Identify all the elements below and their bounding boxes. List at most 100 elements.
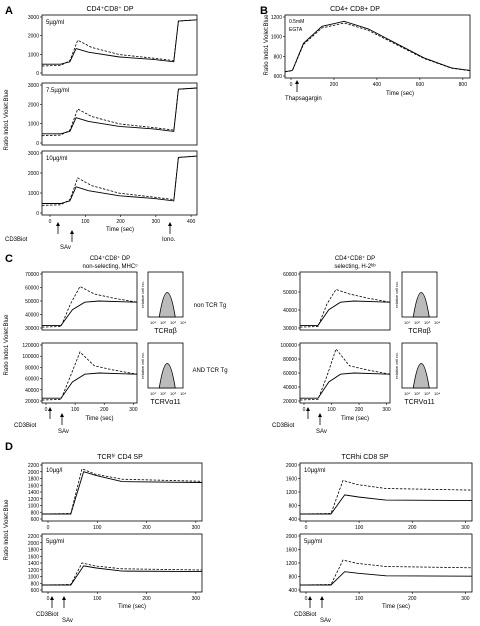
panel-C-ytick-label: 100000 (280, 343, 297, 349)
panel-B-ytick-label: 1200 (271, 15, 282, 21)
panel-C-xtick-label: 100 (327, 407, 336, 413)
panel-B-legend-2: EGTA (289, 27, 303, 33)
panel-C-sav: SAv (316, 429, 327, 435)
panel-C-sav: SAv (58, 429, 69, 435)
panel-B-title: CD4+ CD8+ DP (330, 6, 380, 13)
panel-C-left-title2: non-selecting, MHCᵒ (83, 264, 139, 270)
panel-C-dashed-curve (299, 348, 391, 401)
panel-C-histogram-peak (412, 363, 430, 389)
panel-C-histo-xtick: 10³ (424, 391, 430, 396)
panel-D-plot-2 (41, 533, 203, 593)
panel-D-sav: SAv (320, 618, 331, 624)
panel-D-dashed-curve (41, 562, 203, 586)
panel-A-ytick-label: 3000 (28, 83, 39, 89)
panel-A-xlabel: Time (sec) (106, 227, 134, 233)
panel-D-ytick-label: 1600 (286, 477, 297, 483)
panel-D-ytick-label: 1800 (28, 477, 39, 483)
panel-A-ylabel: Ratio Indo1 Violet:Blue (4, 89, 10, 151)
panel-C-ytick-label: 80000 (283, 357, 297, 363)
panel-D-ytick-label: 2200 (28, 534, 39, 540)
panel-D-xtick-label: 0 (305, 596, 308, 602)
panel-B-ytick-label: 1000 (271, 35, 282, 41)
panel-D-ytick-label: 1400 (28, 490, 39, 496)
panel-C-ytick-label: 50000 (283, 290, 297, 296)
panel-A-ytick-label: 3000 (28, 151, 39, 157)
panel-C-line-plot-2 (41, 342, 138, 404)
panel-C-solid-curve (300, 300, 391, 326)
panel-D-ytick-label: 600 (31, 517, 40, 523)
panel-C-ytick-label: 60000 (25, 286, 39, 292)
panel-A-ytick-label: 2000 (28, 102, 39, 108)
panel-C-ylabel: Ratio Indo1 Violet:Blue (4, 314, 10, 376)
panel-C-solid-curve (42, 300, 138, 326)
panel-C-left-title1: CD4⁺CD8⁺ DP (90, 255, 130, 262)
panel-A-conc: 10µg/ml (46, 156, 67, 162)
panel-A-ytick-label: 0 (36, 211, 39, 217)
panel-B-xtick-label: 400 (373, 82, 382, 88)
panel-D-sav-arrow-head (320, 596, 324, 600)
panel-D-left-title: TCRʰⁱ CD4 SP (97, 453, 143, 461)
panel-A-iono-arrow-head (168, 222, 172, 226)
panel-B-ytick-label: 800 (274, 54, 283, 60)
panel-C-histo-xtick: 10¹ (404, 320, 410, 325)
panel-A-ytick-label: 2000 (28, 171, 39, 177)
panel-C-ytick-label: 120000 (22, 343, 39, 349)
panel-C-ytick-label: 30000 (283, 326, 297, 332)
panel-C-histogram-peak (158, 363, 176, 389)
panel-C-histo-ylabel: relative cell no. (140, 281, 145, 308)
panel-D-xlabel: Time (sec) (382, 604, 410, 610)
panel-C-xtick-label: 200 (100, 407, 109, 413)
panel-C-histo-xtick: 10⁴ (434, 320, 440, 325)
panel-C-xtick-label: 300 (382, 407, 391, 413)
panel-C-cd3-arrow-head (48, 407, 52, 411)
panel-C-xlabel: Time (sec) (85, 416, 113, 422)
panel-C-line-plot-1 (41, 271, 138, 331)
panel-C-histo-xtick: 10¹ (150, 391, 156, 396)
panel-D-xtick-label: 300 (192, 525, 201, 531)
panel-D-xtick-label: 0 (47, 596, 50, 602)
panel-D-cd3-arrow-head (308, 596, 312, 600)
panel-D-conc: 5µg/ml (304, 539, 322, 545)
panel-D-solid-curve (42, 471, 203, 515)
panel-C-ytick-label: 40000 (283, 308, 297, 314)
panel-D-plot-3 (299, 462, 473, 522)
panel-D-cd3-arrow-head (50, 596, 54, 600)
panel-C-sav-arrow-head (60, 413, 64, 417)
panel-D-xtick-label: 100 (93, 596, 102, 602)
panel-D-xtick-label: 200 (408, 525, 417, 531)
panel-D-sav: SAv (62, 618, 73, 624)
panel-C-histo-label: TCRαβ (408, 328, 430, 335)
panel-D-cd3biot: CD3Biot (294, 612, 317, 618)
panel-D-ytick-label: 800 (31, 581, 40, 587)
panel-C-histo-xtick: 10¹ (150, 320, 156, 325)
panel-C-histo-xtick: 10¹ (404, 391, 410, 396)
panel-C-ytick-label: 30000 (25, 326, 39, 332)
panel-A-letter: A (5, 5, 13, 17)
panel-D-sav-arrow-head (62, 596, 66, 600)
panel-C-cd3biot: CD3Biot (14, 423, 37, 429)
panel-D-conc: 10µg/l (46, 468, 62, 474)
panel-C-ytick-label: 20000 (25, 399, 39, 405)
panel-D-letter: D (5, 441, 13, 453)
panel-C-solid-curve (42, 372, 138, 399)
panel-C-row2-label: AND TCR Tg (192, 368, 227, 374)
panel-D-ytick-label: 2000 (286, 463, 297, 469)
panel-C-histo-ylabel: relative cell no. (394, 281, 399, 308)
panel-C-histo-xtick: 10³ (170, 391, 176, 396)
panel-A-ytick-label: 2000 (28, 34, 39, 40)
panel-C-ytick-label: 50000 (25, 299, 39, 305)
panel-D-xtick-label: 200 (142, 525, 151, 531)
panel-C-xtick-label: 100 (71, 407, 80, 413)
panel-D-ytick-label: 800 (31, 510, 40, 516)
panel-D-dashed-curve (41, 468, 203, 515)
panel-D-ytick-label: 2000 (28, 541, 39, 547)
panel-C-histo-xtick: 10² (414, 391, 420, 396)
panel-D-solid-curve (300, 571, 473, 586)
panel-D-ytick-label: 1400 (28, 561, 39, 567)
panel-A-conc: 5µg/ml (46, 20, 64, 26)
panel-C-ytick-label: 70000 (25, 272, 39, 278)
panel-C-ytick-label: 60000 (283, 371, 297, 377)
panel-A-xtick-label: 200 (116, 219, 125, 225)
panel-C-histo-xtick: 10⁴ (180, 320, 186, 325)
